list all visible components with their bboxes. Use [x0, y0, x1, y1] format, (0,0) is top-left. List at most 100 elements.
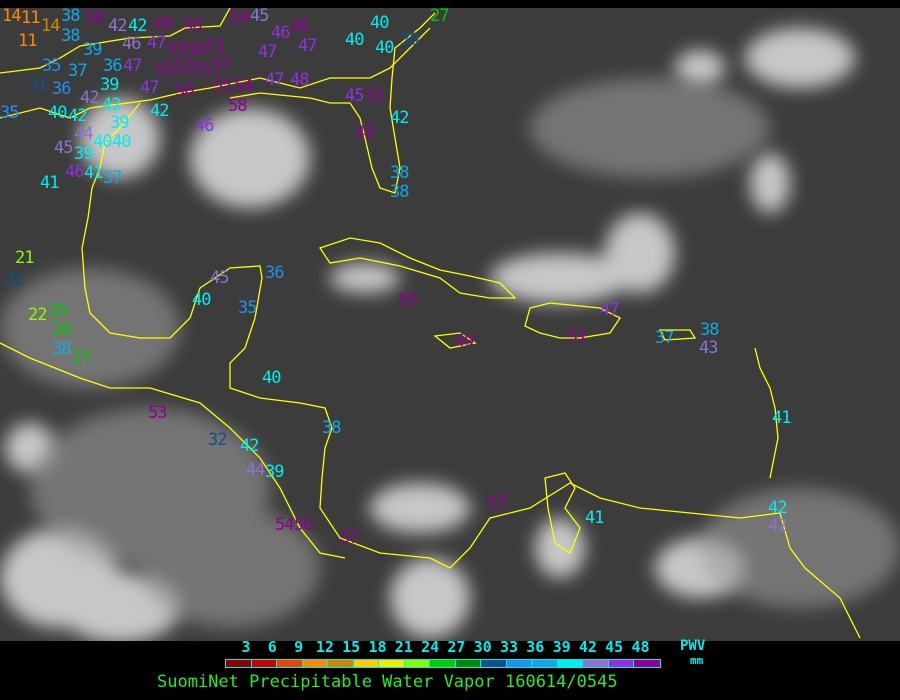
station-pwv-label: 30 — [400, 30, 420, 50]
station-pwv-label: 56 — [294, 515, 314, 535]
station-pwv-label: 38 — [52, 339, 72, 359]
station-pwv-label: 54 — [275, 515, 295, 535]
station-pwv-label: 31 — [5, 270, 25, 290]
colorbar-tick-label: 9 — [294, 638, 304, 656]
station-pwv-label: 40 — [345, 30, 365, 50]
colorbar-tick-label: 39 — [552, 638, 571, 656]
colorbar-tick-label: 45 — [605, 638, 624, 656]
station-pwv-label: 25 — [49, 301, 69, 321]
station-pwv-label: 40 — [375, 38, 395, 58]
colorbar-swatch — [430, 660, 456, 667]
station-pwv-label: 38 — [390, 182, 410, 202]
station-pwv-label: 61 — [206, 36, 226, 56]
haze-layer — [0, 78, 900, 628]
station-pwv-label: 55 — [155, 60, 175, 80]
station-pwv-label: 27 — [71, 348, 91, 368]
station-pwv-label: 46 — [195, 116, 215, 136]
colorbar-swatch — [277, 660, 303, 667]
colorbar-tick-label: 42 — [578, 638, 597, 656]
satellite-map: 14 11 14 11 38 38 50 42 42 46 47 49 56 54 45 48 46 47 47 40… — [0, 8, 900, 641]
colorbar-swatch — [506, 660, 532, 667]
station-pwv-label: 42 — [128, 16, 148, 36]
station-pwv-label: 38 — [390, 163, 410, 183]
station-pwv-label: 41 — [84, 163, 104, 183]
station-pwv-label: 44 — [246, 460, 266, 480]
station-pwv-label: 42 — [68, 106, 88, 126]
colorbar-swatch — [608, 660, 634, 667]
station-pwv-label: 52 — [174, 58, 194, 78]
station-pwv-label: 32 — [208, 430, 228, 450]
station-pwv-label: 45 — [250, 8, 270, 26]
colorbar-tick-label: 3 — [241, 638, 251, 656]
map-background — [0, 8, 900, 641]
station-pwv-label: 47 — [258, 42, 278, 62]
station-pwv-label: 40 — [48, 103, 68, 123]
station-pwv-label: 14 — [41, 16, 61, 36]
station-pwv-label: 42 — [102, 95, 122, 115]
station-pwv-label: 54 — [234, 76, 254, 96]
station-pwv-label: 35 — [42, 56, 62, 76]
station-pwv-label: 42 — [240, 436, 260, 456]
colorbar-tick-labels: 3 6 9 12 15 18 21 24 27 30 33 36 39 42 45 48 — [226, 638, 686, 656]
station-pwv-label: 50 — [175, 81, 195, 101]
legend-unit: mm — [690, 654, 704, 667]
coastlines — [0, 8, 861, 639]
station-pwv-label: 50 — [85, 8, 105, 28]
station-pwv-label: 47 — [147, 33, 167, 53]
station-pwv-label: 37 — [103, 168, 123, 188]
colorbar-tick-label: 33 — [499, 638, 519, 656]
station-pwv-label: 40 — [370, 13, 390, 33]
station-pwv-label: 58 — [228, 96, 248, 116]
cloud-layer — [0, 28, 855, 641]
colorbar — [225, 659, 661, 668]
station-pwv-label: 27 — [430, 8, 450, 26]
station-pwv-label: 46 — [65, 162, 85, 182]
station-pwv-label: 48 — [290, 70, 310, 90]
colorbar-swatch — [583, 660, 609, 667]
station-pwv-label: 11 — [18, 31, 38, 51]
station-pwv-label: 26 — [52, 320, 72, 340]
station-pwv-label: 40 — [112, 132, 132, 152]
colorbar-swatch — [251, 660, 277, 667]
colorbar-tick-label: 12 — [315, 638, 334, 656]
station-pwv-label: 11 — [21, 8, 41, 28]
station-pwv-label: 46 — [122, 34, 142, 54]
colorbar-tick-label: 18 — [368, 638, 387, 656]
station-pwv-label: 22 — [28, 305, 48, 325]
station-pwv-label: 53 — [148, 403, 168, 423]
station-pwv-label: 49 — [455, 331, 475, 351]
station-pwv-label: 42 — [150, 101, 170, 121]
caption: SuomiNet Precipitable Water Vapor 160614… — [157, 672, 618, 692]
station-pwv-label: 35 — [0, 103, 20, 123]
station-pwv-label: 51 — [366, 86, 386, 106]
station-pwv-label: 41 — [585, 508, 605, 528]
station-pwv-label: 42 — [768, 516, 788, 536]
station-pwv-label: 40 — [93, 132, 113, 152]
station-pwv-label: 44 — [74, 124, 94, 144]
colorbar-swatch — [328, 660, 354, 667]
station-pwv-label: 35 — [238, 298, 258, 318]
colorbar-tick-label: 24 — [421, 638, 440, 656]
station-pwv-label: 47 — [600, 300, 620, 320]
station-pwv-label: 37 — [655, 328, 675, 348]
station-pwv-label: 43 — [699, 338, 719, 358]
colorbar-tick-label: 48 — [631, 638, 650, 656]
colorbar-swatch — [302, 660, 328, 667]
station-pwv-label: 38 — [700, 320, 720, 340]
legend-unit-title: PWV — [680, 638, 706, 654]
station-pwv-label: 38 — [61, 8, 81, 26]
colorbar-tick-label: 36 — [526, 638, 545, 656]
colorbar-swatch — [634, 660, 660, 667]
colorbar-tick-label: 30 — [473, 638, 492, 656]
station-pwv-label: 31 — [28, 76, 48, 96]
station-pwv-label: 57 — [487, 493, 507, 513]
station-pwv-label: 37 — [68, 61, 88, 81]
station-pwv-label: 46 — [271, 23, 291, 43]
station-pwv-label: 39 — [265, 462, 285, 482]
station-pwv-label: 36 — [52, 79, 72, 99]
station-pwv-label: 51 — [568, 326, 588, 346]
station-pwv-label: 45 — [54, 138, 74, 158]
station-pwv-label: 41 — [40, 173, 60, 193]
station-pwv-label: 47 — [123, 56, 143, 76]
station-pwv-label: 56 — [183, 16, 203, 36]
